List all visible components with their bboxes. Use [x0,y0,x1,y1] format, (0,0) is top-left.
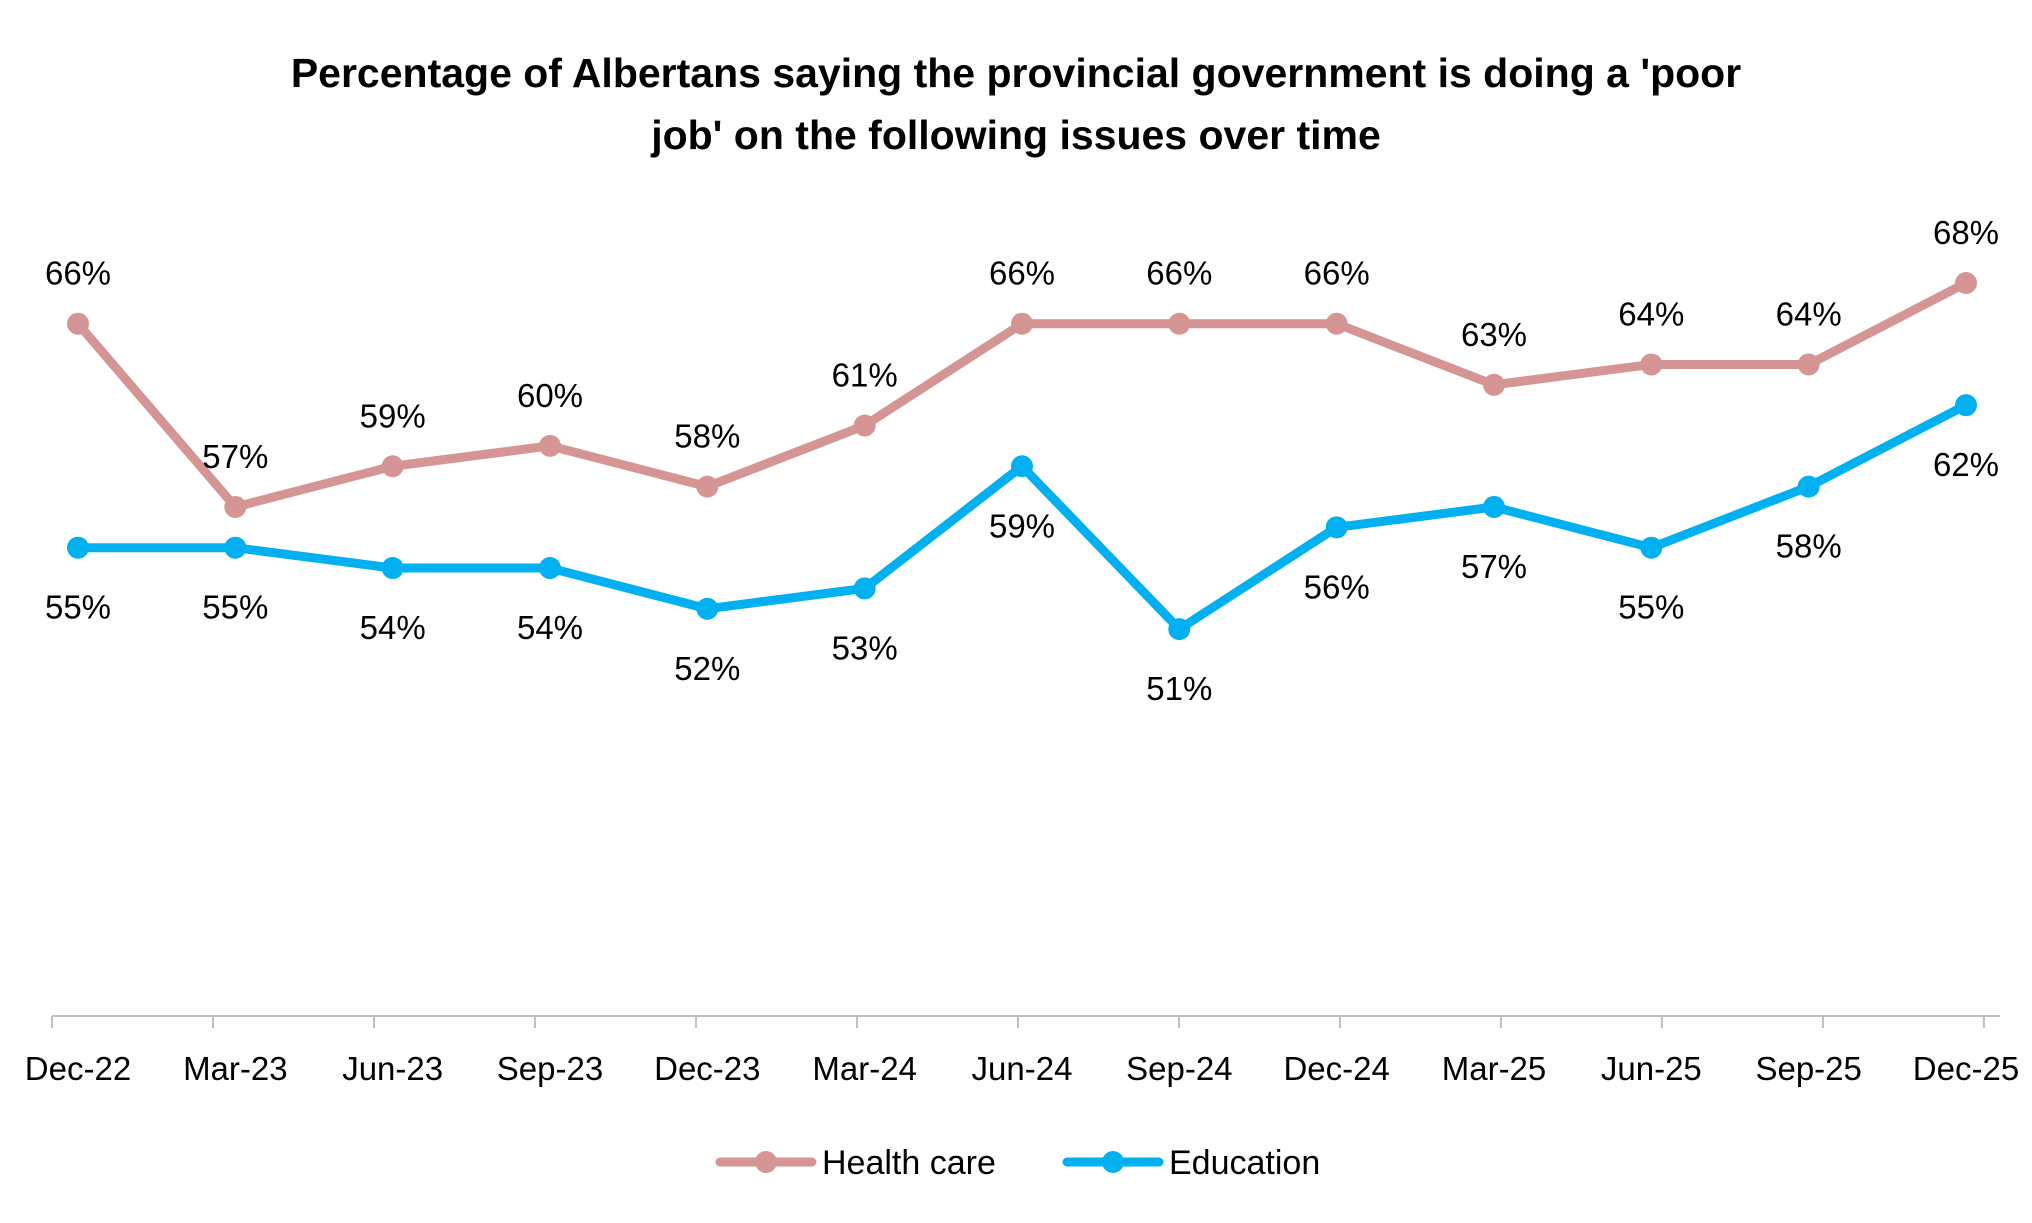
legend-label: Health care [822,1144,996,1182]
data-point [224,536,247,559]
data-label: 59% [989,507,1055,544]
data-label: 66% [1304,255,1370,292]
x-tick-label: Dec-24 [1283,1050,1389,1087]
data-point [381,455,404,478]
x-tick-label: Jun-25 [1601,1050,1702,1087]
data-point [1168,312,1191,335]
data-point [696,597,719,620]
legend-label: Education [1169,1144,1320,1182]
data-point [1483,495,1505,518]
plot-area [67,272,1977,641]
x-tick-label: Dec-25 [1913,1050,2019,1087]
data-label: 53% [832,629,898,666]
data-point [1797,475,1820,498]
data-label: 64% [1776,295,1842,332]
data-labels: 66% 57% 59% 60% 58% 61% 66% 66% 66% 63% 64% 64% 68% 5… [45,214,1999,707]
x-tick-label: Sep-24 [1126,1050,1232,1087]
data-point [1325,516,1348,539]
x-tick-label: Sep-25 [1755,1050,1861,1087]
chart-title: Percentage of Albertans saying the provi… [0,42,2032,166]
data-point [853,577,876,600]
data-label: 62% [1933,446,1999,483]
legend-item-education: Education [1062,1144,1320,1182]
chart-title-line-1: Percentage of Albertans saying the provi… [290,50,1742,96]
x-tick-label: Jun-23 [342,1050,443,1087]
legend-item-health-care: Health care [715,1144,996,1182]
data-point [1011,312,1033,335]
data-label: 59% [360,397,426,434]
chart-title-line-2: job' on the following issues over time [651,112,1381,158]
data-point [67,536,89,559]
data-label: 68% [1933,214,1999,251]
data-label: 54% [517,609,583,646]
x-tick-label: Jun-24 [972,1050,1073,1087]
data-label: 55% [1618,589,1684,626]
data-label: 66% [45,255,111,292]
legend: Health care Education [715,1144,1320,1182]
data-point [853,414,876,437]
data-point [67,312,89,335]
data-label: 54% [360,609,426,646]
data-label: 56% [1304,568,1370,605]
data-label: 58% [1776,528,1842,565]
x-tick-label: Dec-23 [654,1050,760,1087]
x-tick-label: Mar-24 [812,1050,917,1087]
x-tick-label: Mar-25 [1442,1050,1547,1087]
legend-marker [1102,1151,1124,1173]
data-point [1011,455,1033,478]
data-point [381,557,404,580]
data-label: 55% [45,589,111,626]
data-point [539,434,561,457]
data-label: 66% [989,255,1055,292]
data-point [1325,312,1348,335]
data-label: 66% [1146,255,1212,292]
data-point [1168,618,1191,641]
data-point [224,495,247,518]
data-point [1955,272,1977,294]
data-label: 57% [1461,548,1527,585]
data-point [1955,394,1977,417]
x-tick-label: Dec-22 [25,1050,131,1087]
data-label: 57% [202,438,268,475]
data-label: 61% [832,357,898,394]
data-label: 58% [674,418,740,455]
x-axis: Dec-22 Mar-23 Jun-23 Sep-23 Dec-23 Mar-24 Jun-… [25,1015,2019,1087]
data-point [539,557,561,580]
data-point [1640,353,1663,376]
data-point [1797,353,1820,376]
legend-marker [755,1151,777,1173]
data-label: 64% [1618,295,1684,332]
data-label: 52% [674,650,740,687]
data-label: 60% [517,377,583,414]
data-point [696,475,719,498]
data-point [1483,373,1505,396]
x-tick-label: Mar-23 [183,1050,288,1087]
data-label: 55% [202,589,268,626]
data-label: 51% [1146,670,1212,707]
data-point [1640,536,1663,559]
x-tick-label: Sep-23 [497,1050,603,1087]
data-label: 63% [1461,316,1527,353]
